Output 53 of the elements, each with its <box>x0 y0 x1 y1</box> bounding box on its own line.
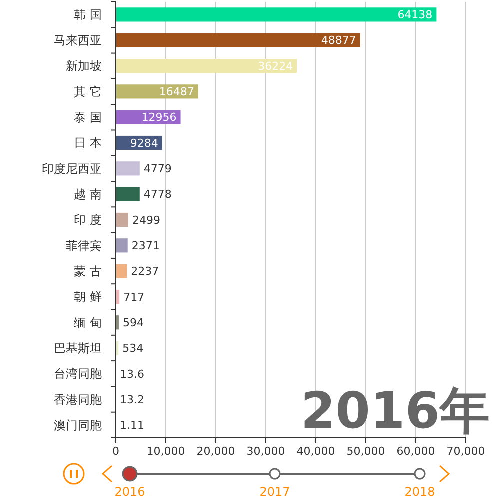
data-label: 64138 <box>398 8 433 22</box>
x-tick-label: 0 <box>112 445 120 458</box>
y-tick-label: 其 它 <box>74 84 102 99</box>
y-tick-label: 澳门同胞 <box>54 418 102 432</box>
bar <box>116 212 128 228</box>
data-label: 13.6 <box>120 368 145 381</box>
data-label: 2237 <box>131 265 160 278</box>
x-tick-label: 50,000 <box>346 445 386 458</box>
data-label: 594 <box>122 316 144 330</box>
y-tick-label: 马来西亚 <box>54 34 102 48</box>
bar <box>116 264 128 278</box>
x-tick-label: 30,000 <box>246 445 286 458</box>
x-tick-label: 10,000 <box>146 445 186 458</box>
data-label: 16487 <box>159 86 194 99</box>
bar <box>116 162 140 176</box>
bar <box>116 187 140 202</box>
x-tick-label: 20,000 <box>196 445 236 458</box>
x-tick-label: 70,000 <box>446 445 486 458</box>
data-label: 13.2 <box>120 393 145 406</box>
text: 2018 <box>404 485 436 499</box>
y-tick-label: 日 本 <box>74 136 102 150</box>
y-tick-label: 朝 鲜 <box>74 290 102 304</box>
text: 2017 <box>260 485 290 499</box>
y-tick-label: 菲律宾 <box>66 238 102 253</box>
y-tick-label: 蒙 古 <box>74 264 102 279</box>
data-label: 48877 <box>321 34 356 48</box>
y-tick-label: 印度尼西亚 <box>42 162 102 176</box>
data-label: 2499 <box>132 214 160 227</box>
data-label: 2371 <box>132 240 160 253</box>
data-label: 4779 <box>144 162 172 176</box>
y-tick-label: 巴基斯坦 <box>54 342 102 356</box>
y-tick-label: 新加坡 <box>66 59 102 74</box>
data-label: 9284 <box>130 136 158 150</box>
data-label: 717 <box>124 290 145 304</box>
text: 2016 <box>114 485 146 499</box>
data-label: 4778 <box>144 188 172 202</box>
bar <box>116 238 128 253</box>
x-tick-label: 40,000 <box>296 445 336 458</box>
y-tick-label: 香港同胞 <box>54 392 102 407</box>
data-label: 12956 <box>142 111 177 124</box>
y-tick-label: 越 南 <box>74 188 102 202</box>
x-tick-label: 60,000 <box>396 445 436 458</box>
y-tick-label: 韩 国 <box>74 8 102 22</box>
annotation: 2016年 <box>300 382 490 440</box>
data-label: 1.11 <box>120 419 145 432</box>
data-label: 36224 <box>258 60 294 73</box>
y-tick-label: 缅 甸 <box>74 316 102 330</box>
y-tick-label: 台湾同胞 <box>54 367 102 382</box>
y-tick-label: 印 度 <box>74 213 102 228</box>
bar <box>116 8 437 22</box>
y-tick-label: 泰 国 <box>74 110 102 125</box>
data-label: 534 <box>122 342 144 356</box>
bar <box>116 33 360 48</box>
